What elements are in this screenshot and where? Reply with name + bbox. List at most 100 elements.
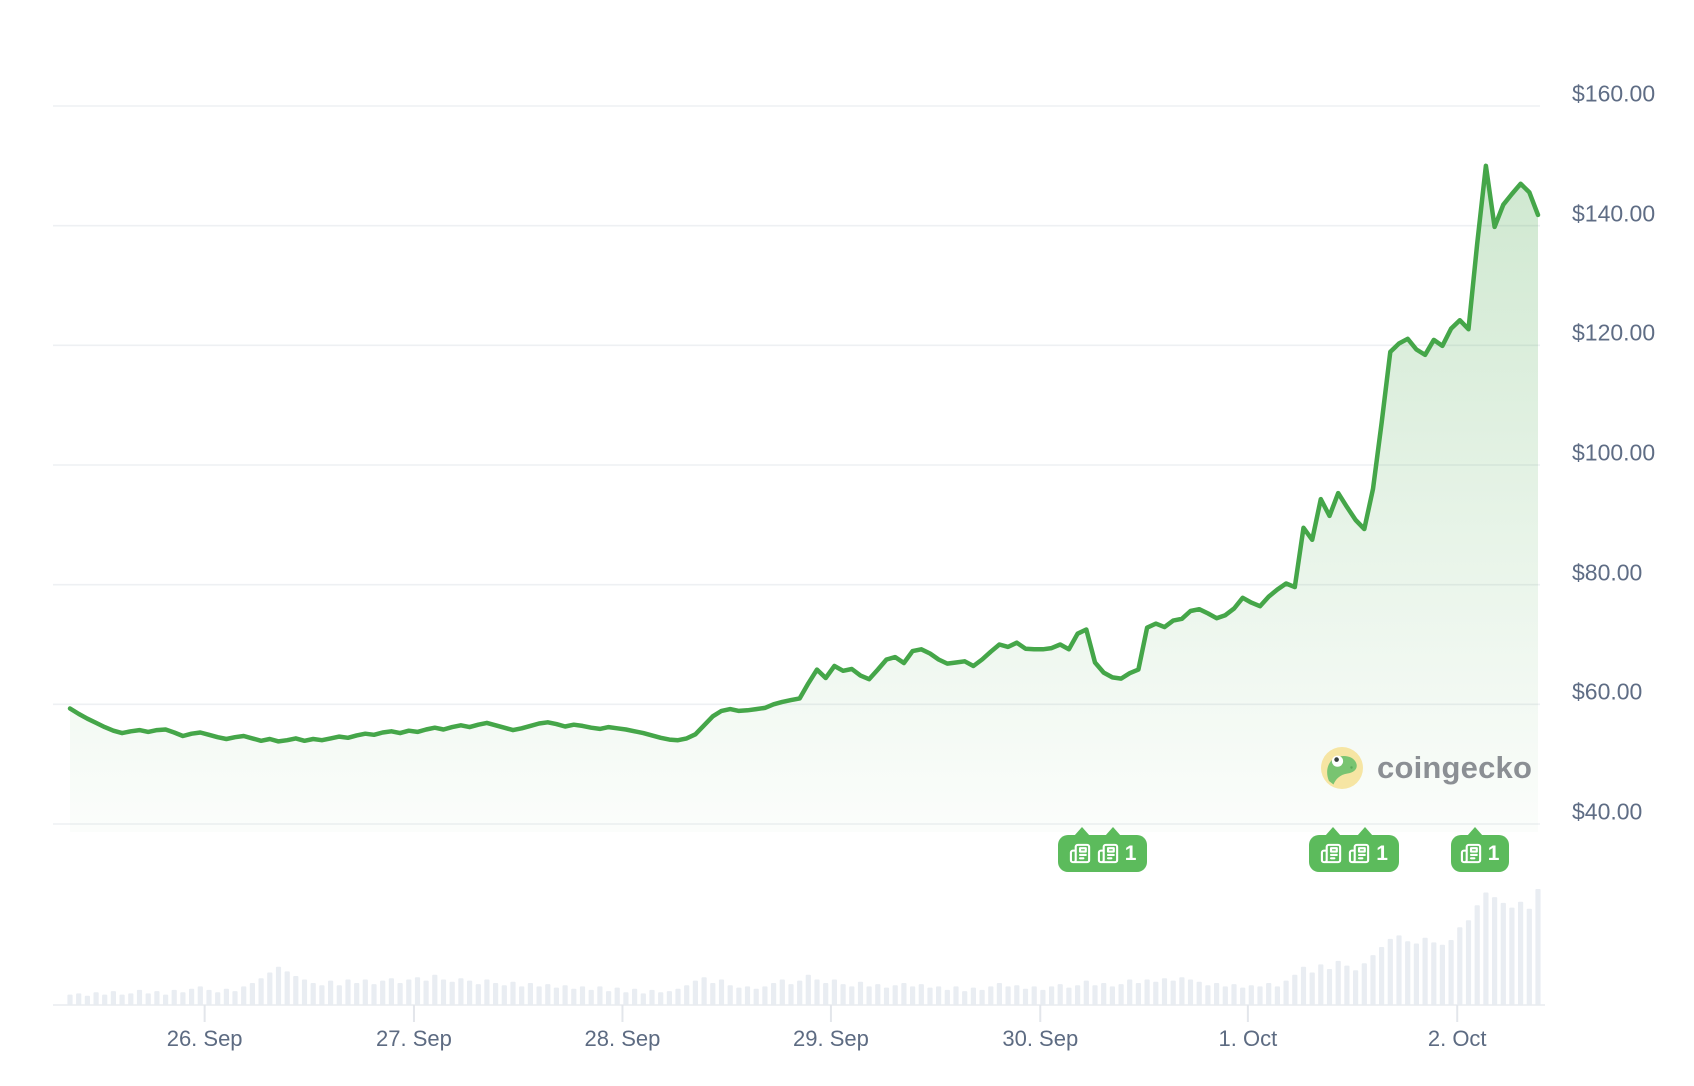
volume-bar bbox=[944, 989, 950, 1005]
news-badge[interactable]: 1 bbox=[1450, 827, 1509, 872]
volume-bar bbox=[1135, 983, 1141, 1005]
volume-bar bbox=[1500, 902, 1506, 1005]
volume-bar bbox=[301, 979, 308, 1005]
volume-bar bbox=[1292, 974, 1298, 1005]
volume-bar bbox=[1387, 938, 1393, 1005]
volume-bar bbox=[962, 991, 968, 1005]
news-badge[interactable]: 1 bbox=[1057, 827, 1148, 872]
volume-bar bbox=[336, 985, 342, 1005]
coingecko-gecko-icon bbox=[1321, 747, 1363, 789]
volume-bar bbox=[1439, 944, 1445, 1005]
volume-bar bbox=[493, 983, 499, 1005]
volume-bar bbox=[1049, 986, 1055, 1005]
volume-bar bbox=[649, 989, 655, 1005]
volume-bar bbox=[927, 987, 933, 1005]
volume-bar bbox=[1170, 980, 1176, 1005]
volume-bar bbox=[788, 984, 794, 1005]
volume-bar bbox=[1492, 897, 1498, 1005]
volume-bar bbox=[458, 978, 464, 1005]
volume-bar bbox=[440, 979, 447, 1005]
volume-bar bbox=[475, 984, 481, 1005]
volume-bar bbox=[284, 971, 290, 1005]
volume-bar bbox=[93, 992, 99, 1005]
volume-bar bbox=[319, 985, 325, 1005]
volume-bar bbox=[588, 989, 594, 1005]
volume-bar bbox=[1405, 941, 1411, 1005]
volume-bar bbox=[692, 980, 698, 1005]
volume-bar bbox=[718, 979, 725, 1005]
x-axis-label: 26. Sep bbox=[166, 1026, 243, 1051]
newspaper-icon bbox=[1349, 843, 1370, 864]
price-area-fill bbox=[70, 165, 1538, 833]
volume-bar bbox=[744, 986, 751, 1005]
volume-bar bbox=[84, 995, 90, 1005]
volume-bar bbox=[1526, 908, 1532, 1005]
volume-bar bbox=[267, 972, 273, 1005]
volume-bar bbox=[1109, 986, 1115, 1005]
volume-bar bbox=[371, 984, 377, 1005]
x-axis-label: 28. Sep bbox=[584, 1026, 661, 1051]
x-axis bbox=[53, 1004, 1545, 1022]
volume-bar bbox=[1179, 977, 1185, 1005]
volume-bar bbox=[1535, 889, 1541, 1005]
volume-bar bbox=[571, 988, 577, 1005]
volume-bar bbox=[936, 986, 942, 1005]
newspaper-icon bbox=[1460, 843, 1481, 864]
volume-bar bbox=[623, 992, 629, 1005]
volume-bar bbox=[805, 974, 811, 1005]
volume-bar bbox=[536, 986, 542, 1005]
volume-bar bbox=[701, 977, 707, 1005]
volume-bar bbox=[1483, 892, 1489, 1005]
coingecko-watermark: coingecko bbox=[1320, 746, 1532, 790]
volume-bar bbox=[1101, 983, 1107, 1005]
volume-bar bbox=[380, 980, 386, 1005]
volume-bar bbox=[102, 994, 108, 1005]
volume-bar bbox=[189, 988, 195, 1005]
volume-bar bbox=[1448, 940, 1454, 1005]
volume-bar bbox=[258, 978, 264, 1005]
volume-bar bbox=[1196, 981, 1202, 1005]
volume-bar bbox=[519, 986, 525, 1005]
volume-bar bbox=[779, 979, 785, 1005]
volume-bar bbox=[1309, 972, 1315, 1005]
volume-bar bbox=[1161, 978, 1168, 1005]
volume-bar bbox=[1344, 965, 1350, 1005]
volume-bar bbox=[414, 977, 421, 1005]
volume-bar bbox=[449, 981, 455, 1005]
volume-bar bbox=[1431, 942, 1437, 1005]
volume-bar bbox=[901, 983, 907, 1005]
volume-bar bbox=[666, 991, 672, 1005]
volume-bar bbox=[510, 981, 516, 1005]
volume-bar bbox=[840, 984, 846, 1005]
volume-bar bbox=[241, 986, 247, 1005]
volume-bar bbox=[328, 980, 334, 1005]
volume-bar bbox=[1222, 986, 1228, 1005]
volume-bar bbox=[988, 986, 994, 1005]
volume-bar bbox=[249, 983, 255, 1005]
volume-bar bbox=[1031, 986, 1037, 1005]
news-badge[interactable]: 1 bbox=[1309, 827, 1400, 872]
volume-bar bbox=[145, 993, 151, 1005]
volume-bar bbox=[1509, 907, 1515, 1005]
volume-bar bbox=[1465, 920, 1472, 1005]
volume-bar bbox=[136, 989, 143, 1005]
volume-bar bbox=[76, 993, 82, 1005]
volume-bar bbox=[1127, 979, 1133, 1005]
volume-bar bbox=[1370, 955, 1376, 1005]
volume-bar bbox=[562, 985, 568, 1005]
volume-bar bbox=[1335, 960, 1341, 1005]
volume-bar bbox=[1474, 905, 1480, 1005]
volume-bar bbox=[1248, 985, 1254, 1005]
volume-bar bbox=[658, 992, 664, 1005]
volume-bar bbox=[467, 980, 473, 1005]
volume-bar bbox=[831, 979, 837, 1005]
volume-bar bbox=[215, 992, 221, 1005]
volume-bar bbox=[128, 993, 134, 1005]
volume-bar bbox=[1214, 983, 1220, 1005]
volume-bar bbox=[1413, 943, 1419, 1005]
volume-bar bbox=[432, 974, 438, 1005]
volume-bar bbox=[1153, 981, 1159, 1005]
volume-bar bbox=[614, 987, 620, 1005]
volume-bar bbox=[1040, 989, 1046, 1005]
